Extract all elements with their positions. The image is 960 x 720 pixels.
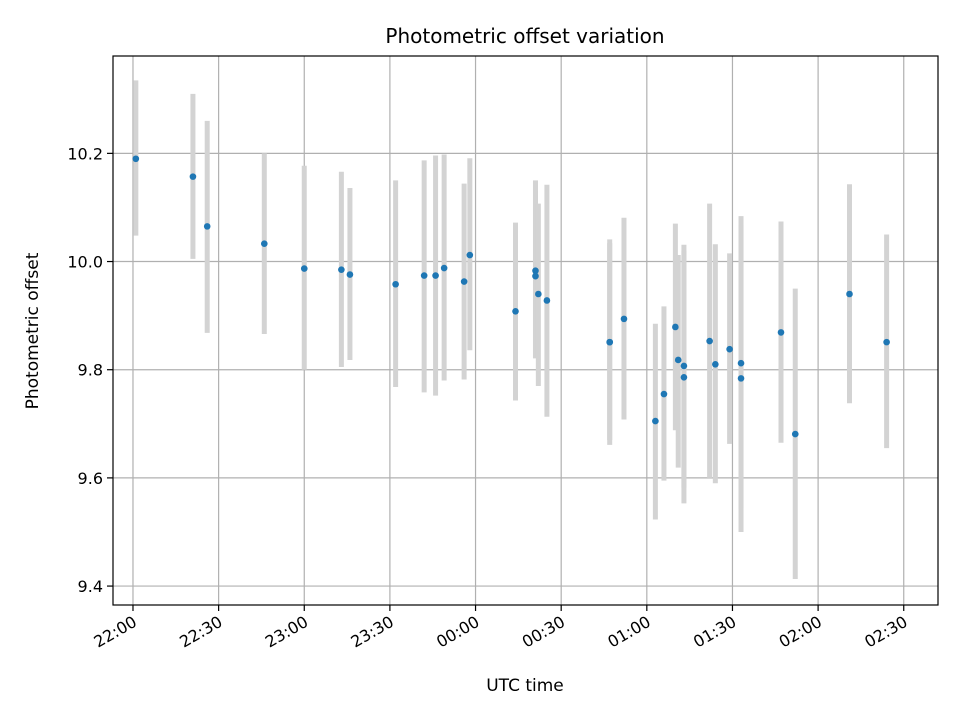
data-point [543, 297, 551, 304]
data-point [532, 267, 539, 275]
data-point [777, 329, 785, 336]
data-point [791, 430, 799, 438]
data-point [883, 338, 890, 346]
x-tick-label: 02:30 [861, 612, 910, 652]
data-point [346, 271, 354, 278]
data-point [680, 373, 688, 381]
data-point [420, 272, 428, 279]
x-tick-label: 00:00 [433, 612, 482, 652]
y-axis-label: Photometric offset [23, 252, 43, 409]
data-point [203, 223, 211, 230]
data-point [674, 356, 682, 364]
x-tick-label: 01:30 [690, 612, 739, 652]
data-point [680, 362, 688, 370]
data-point [189, 173, 197, 180]
data-point [440, 264, 448, 272]
y-axis-ticks: 9.4 9.6 9.8 10.0 10.2 [67, 144, 113, 596]
data-point [726, 345, 733, 353]
x-axis-label: UTC time [486, 676, 564, 696]
data-point [737, 359, 745, 367]
data-point [300, 265, 308, 272]
data-point [338, 266, 345, 273]
data-point [535, 290, 542, 298]
y-tick-label: 10.0 [67, 253, 103, 272]
data-point [132, 155, 140, 163]
error-bars [133, 80, 890, 580]
x-tick-label: 22:30 [176, 612, 225, 652]
chart-title: Photometric offset variation [385, 24, 664, 48]
data-point [660, 390, 668, 398]
x-tick-label: 23:00 [262, 612, 311, 652]
x-tick-label: 02:00 [776, 612, 825, 652]
data-points [132, 155, 890, 438]
grid-lines [113, 56, 938, 605]
x-tick-label: 01:00 [604, 612, 653, 652]
data-point [652, 417, 659, 425]
data-point [737, 375, 745, 382]
data-point [432, 272, 439, 279]
y-tick-label: 9.6 [78, 469, 103, 488]
data-point [460, 278, 468, 285]
data-point [620, 315, 628, 323]
y-tick-label: 9.8 [78, 361, 103, 380]
x-tick-label: 00:30 [519, 612, 568, 652]
y-tick-label: 10.2 [67, 144, 103, 163]
x-axis-ticks: 22:00 22:30 23:00 23:30 00:00 00:30 01:00 01:30… [91, 605, 911, 652]
data-point [672, 323, 679, 331]
data-point [712, 361, 719, 368]
data-point [532, 272, 539, 280]
x-tick-label: 22:00 [91, 612, 140, 652]
data-point [846, 290, 853, 298]
plot-frame [112, 55, 939, 606]
data-point [512, 307, 519, 315]
data-point [260, 240, 268, 247]
data-point [392, 280, 399, 288]
x-tick-label: 23:30 [347, 612, 396, 652]
data-point [466, 251, 474, 259]
data-point [706, 337, 713, 345]
y-tick-label: 9.4 [78, 577, 103, 596]
data-point [606, 338, 614, 346]
